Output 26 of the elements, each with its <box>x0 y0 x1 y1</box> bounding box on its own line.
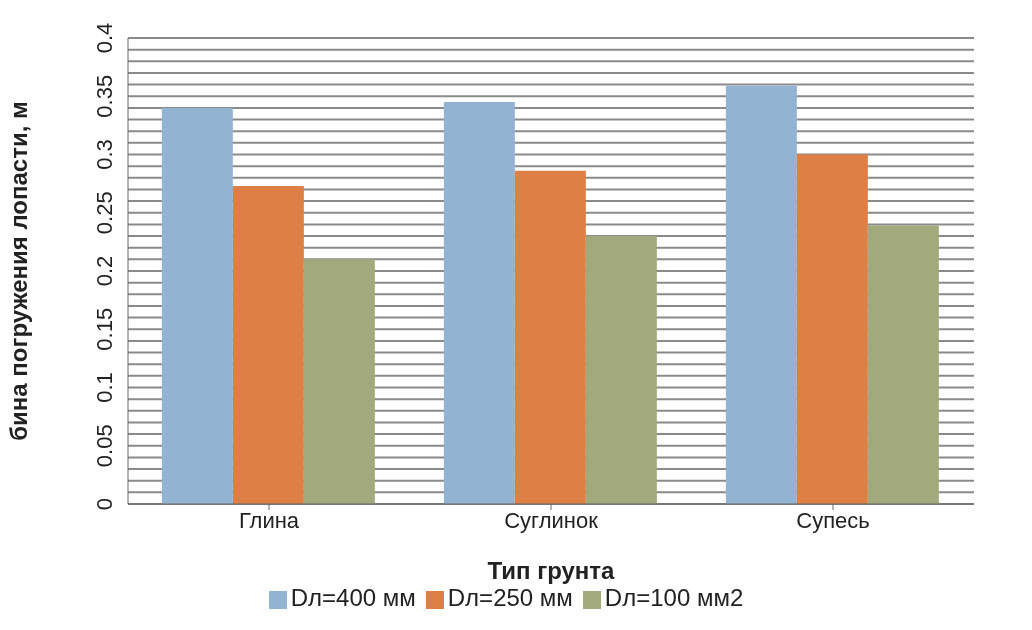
x-tick-label: Супесь <box>796 507 870 533</box>
bar <box>514 170 586 504</box>
bar <box>796 154 868 504</box>
y-tick-label: 0.05 <box>92 424 117 468</box>
bar <box>303 259 375 504</box>
y-tick-label: 0.15 <box>92 307 117 351</box>
y-axis-title: бина погружения лопасти, м <box>4 101 32 441</box>
legend-label: Dл=400 мм <box>290 584 416 611</box>
y-tick-label: 0 <box>92 497 117 511</box>
bar <box>867 225 939 504</box>
x-tick-label: Глина <box>238 507 300 533</box>
y-tick-label: 0.1 <box>92 372 117 403</box>
bar <box>232 185 304 504</box>
x-tick-label: Суглинок <box>504 507 599 533</box>
y-tick-label: 0.25 <box>92 191 117 235</box>
bar <box>725 85 797 504</box>
legend-label: Dл=100 мм2 <box>604 584 744 611</box>
x-axis-title: Тип грунта <box>487 557 616 584</box>
y-tick-label: 0.3 <box>92 139 117 170</box>
legend-label: Dл=250 мм <box>447 584 573 611</box>
y-tick-label: 0.2 <box>92 255 117 287</box>
y-tick-label: 0.35 <box>92 74 117 118</box>
y-tick-label: 0.4 <box>92 22 117 54</box>
bar <box>443 102 515 504</box>
bar <box>161 107 233 504</box>
bar <box>585 236 657 504</box>
